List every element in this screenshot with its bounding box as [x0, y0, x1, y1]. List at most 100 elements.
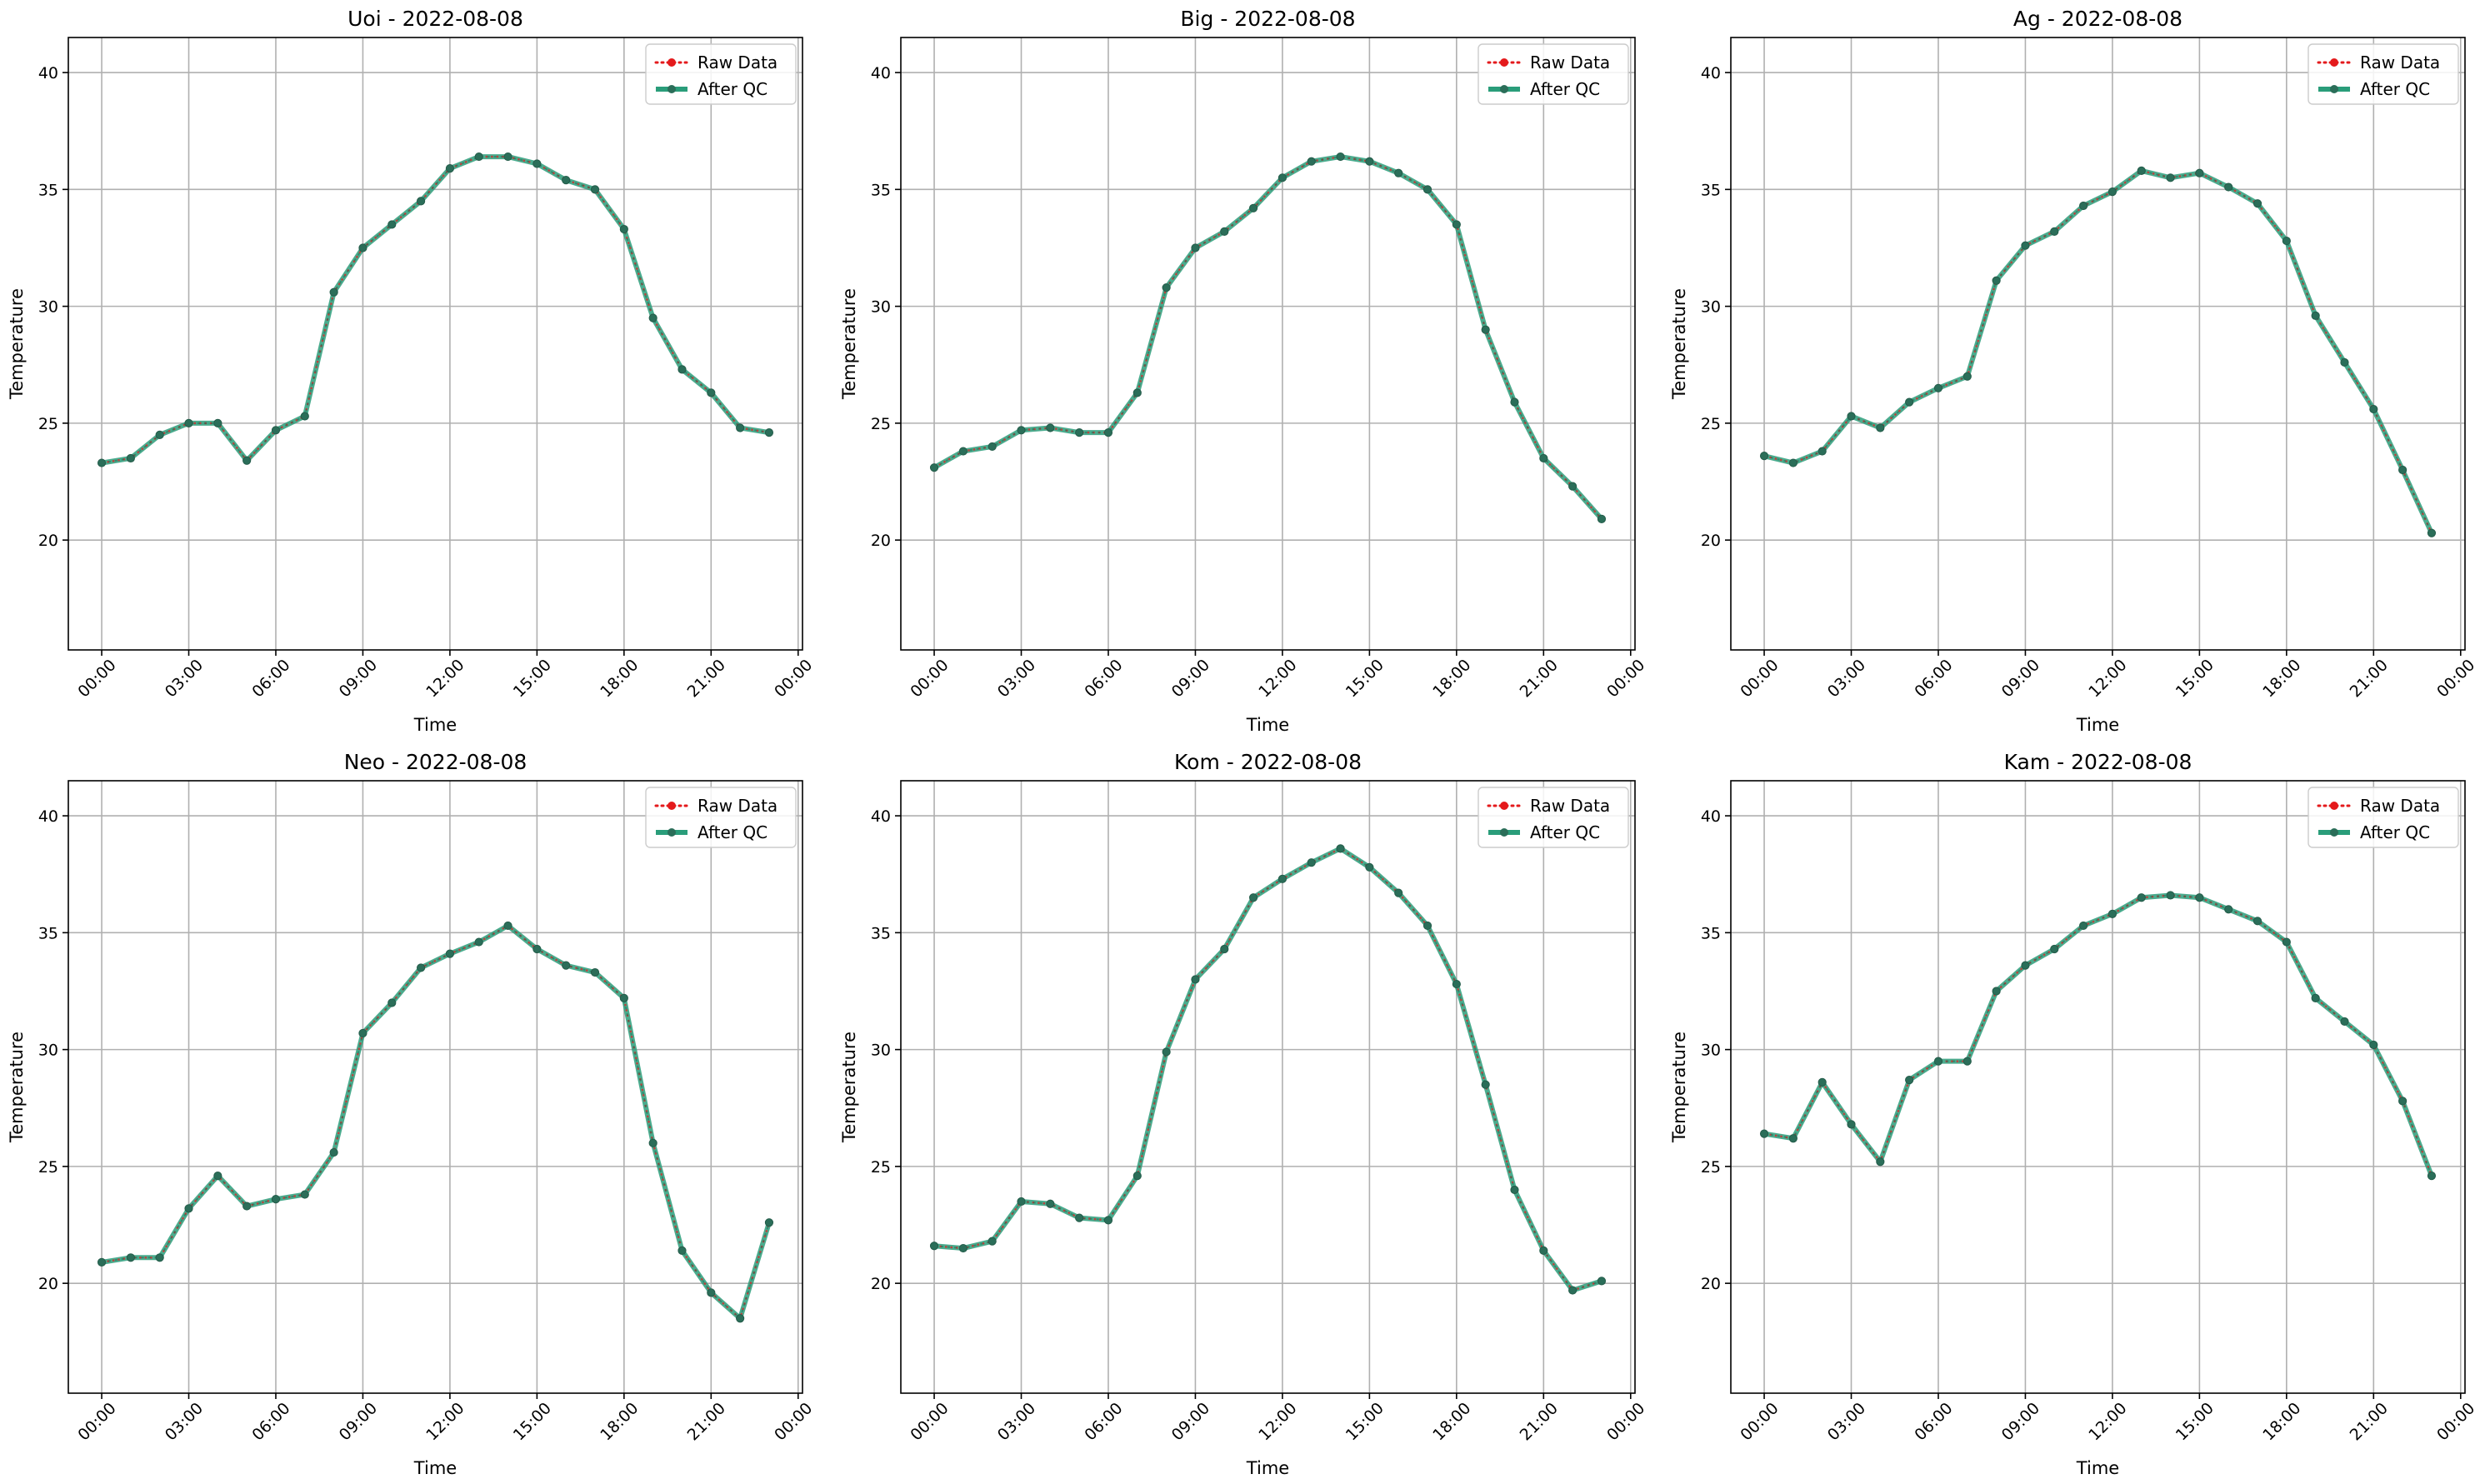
legend: Raw Data After QC: [2308, 43, 2459, 105]
y-axis-label: Temperature: [839, 1032, 859, 1143]
x-tick-label: 12:00: [2085, 1399, 2130, 1444]
y-tick-label: 35: [871, 181, 891, 199]
x-tick-label: 03:00: [1824, 656, 1869, 701]
data-point: [1481, 325, 1490, 334]
data-point: [2108, 187, 2118, 197]
chart-title: Big - 2022-08-08: [1180, 7, 1355, 31]
data-point: [736, 423, 745, 432]
data-point: [329, 1147, 338, 1157]
data-point: [1394, 168, 1403, 177]
y-tick-label: 40: [871, 807, 891, 826]
data-point: [1046, 423, 1055, 432]
series-line-raw-data: [101, 155, 770, 464]
series-line-after-qc: [933, 846, 1602, 1293]
data-point: [1278, 874, 1288, 883]
axes-frame: [900, 37, 1636, 651]
data-point: [2195, 893, 2204, 902]
data-point: [1017, 1197, 1026, 1207]
data-point: [1248, 203, 1258, 212]
data-point: [503, 921, 512, 931]
series-line-raw-data: [1763, 894, 2433, 1177]
x-tick-label: 15:00: [1342, 1399, 1388, 1444]
x-tick-label: 18:00: [597, 1399, 642, 1444]
x-tick-label: 00:00: [74, 1399, 119, 1444]
legend-marker-raw-data: [1500, 802, 1508, 810]
x-tick-label: 03:00: [994, 656, 1039, 701]
data-point: [619, 224, 628, 234]
legend-label-after-qc: After QC: [2360, 822, 2430, 842]
axes-frame: [1730, 780, 2466, 1394]
data-point: [474, 937, 483, 947]
data-point: [988, 1237, 997, 1246]
y-tick-label: 40: [1701, 807, 1721, 826]
x-tick-label: 21:00: [1517, 656, 1562, 701]
y-tick-label: 30: [38, 1042, 58, 1060]
data-point: [1759, 452, 1769, 461]
x-tick-label: 21:00: [2347, 656, 2392, 701]
y-tick-label: 40: [871, 64, 891, 82]
data-point: [300, 412, 309, 421]
x-tick-label: 03:00: [1824, 1399, 1869, 1444]
x-tick-label: 09:00: [336, 1399, 381, 1444]
data-point: [358, 243, 368, 252]
grid-lines: [901, 37, 1635, 650]
data-point: [329, 287, 338, 297]
data-point: [678, 365, 687, 374]
x-tick-label: 00:00: [2433, 656, 2478, 701]
data-point: [1818, 447, 1827, 456]
data-point: [184, 1204, 193, 1213]
data-point: [707, 1288, 716, 1297]
data-point: [648, 1138, 658, 1147]
data-point: [97, 458, 107, 467]
data-point: [2021, 961, 2030, 970]
x-tick-label: 00:00: [2433, 1399, 2478, 1444]
data-point: [358, 1028, 368, 1038]
data-point: [1336, 844, 1345, 853]
grid-lines: [68, 781, 802, 1393]
legend: Raw Data After QC: [1478, 787, 1629, 848]
data-point: [707, 388, 716, 397]
data-point: [1307, 858, 1316, 867]
x-axis-label: Time: [413, 1458, 457, 1478]
x-tick-label: 15:00: [1342, 656, 1388, 701]
data-point: [2224, 905, 2233, 914]
y-tick-label: 40: [1701, 64, 1721, 82]
data-point: [2224, 182, 2233, 192]
data-point: [388, 998, 397, 1007]
x-tick-label: 00:00: [1737, 656, 1782, 701]
data-point: [929, 463, 939, 472]
y-tick-label: 20: [1701, 1275, 1721, 1293]
data-point: [619, 993, 628, 1002]
y-tick-label: 35: [38, 181, 58, 199]
data-point: [97, 1257, 107, 1267]
x-tick-label: 21:00: [684, 1399, 729, 1444]
data-point: [2137, 166, 2146, 176]
data-point: [242, 456, 252, 465]
y-tick-label: 20: [38, 532, 58, 550]
x-axis-label: Time: [2076, 1458, 2119, 1478]
chart-panel-6: 00:00 03:00 06:00 09:00 12:00 15:00 18:00 21:00…: [1669, 750, 2478, 1478]
data-point: [126, 453, 135, 463]
x-tick-label: 06:00: [1911, 1399, 1956, 1444]
data-point: [2021, 241, 2030, 250]
y-axis-label: Temperature: [7, 288, 27, 400]
legend-label-raw-data: Raw Data: [1530, 796, 1610, 816]
x-tick-label: 15:00: [510, 1399, 555, 1444]
y-tick-label: 30: [38, 298, 58, 317]
data-point: [1394, 888, 1403, 897]
data-point: [2427, 1172, 2437, 1181]
data-point: [648, 313, 658, 322]
x-tick-label: 18:00: [597, 656, 642, 701]
data-point: [1847, 412, 1856, 421]
grid-lines: [901, 781, 1635, 1393]
data-point: [2195, 168, 2204, 177]
data-point: [1933, 1057, 1943, 1066]
data-point: [1876, 423, 1885, 432]
data-point: [1788, 1134, 1798, 1143]
x-tick-label: 00:00: [907, 656, 952, 701]
x-tick-label: 00:00: [1603, 656, 1648, 701]
data-point: [2340, 1017, 2349, 1027]
chart-title: Ag - 2022-08-08: [2013, 7, 2182, 31]
data-point: [958, 447, 968, 456]
